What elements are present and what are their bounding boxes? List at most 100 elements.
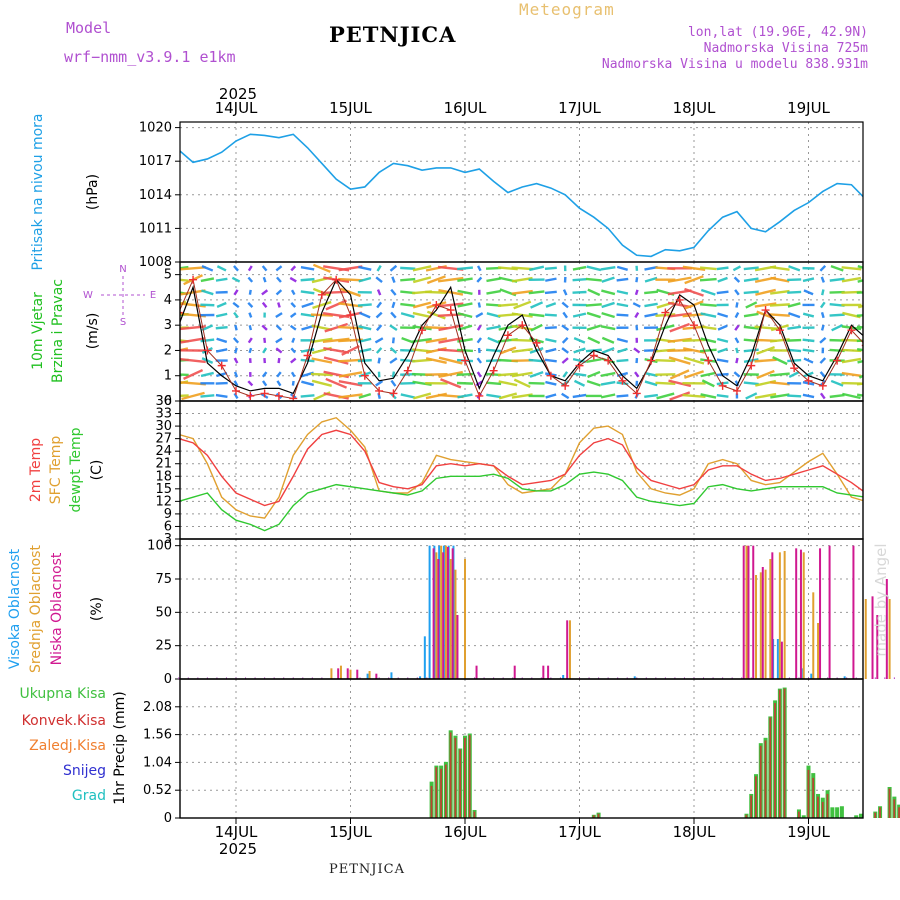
- wind-arrow: [644, 371, 658, 378]
- precip-conv-bar: [454, 737, 457, 818]
- wind-arrow: [389, 324, 398, 332]
- wind-arrow: [735, 302, 739, 308]
- wind-arrow: [802, 348, 815, 353]
- ylabel-dewpt: dewpt Temp: [68, 427, 84, 512]
- y-tick-label: 24: [155, 444, 172, 459]
- wind-arrow: [476, 371, 482, 378]
- precip-conv-bar: [459, 749, 462, 818]
- ylabel-cloud-high: Visoka Oblacnost: [7, 548, 23, 669]
- wind-arrow: [497, 302, 518, 307]
- wind-arrow: [544, 358, 557, 363]
- cloud-mid-bars: [330, 545, 891, 679]
- ylabel-temp-unit: (C): [89, 460, 105, 481]
- wind-arrow: [889, 279, 900, 281]
- wind-arrow: [820, 311, 825, 319]
- wind-arrow: [586, 358, 602, 364]
- gust-marker: [833, 356, 842, 365]
- x-tick-label-bottom: 17JUL: [558, 823, 601, 841]
- gust-marker: [274, 391, 283, 400]
- wind-arrow: [572, 357, 587, 364]
- wind-arrow: [545, 347, 557, 353]
- wind-arrow: [438, 356, 463, 365]
- wind-arrow: [754, 325, 777, 330]
- ylabel-pressure-unit: (hPa): [85, 174, 101, 210]
- wind-arrow: [233, 311, 239, 319]
- wind-arrow: [802, 277, 815, 283]
- gust-marker: [189, 275, 198, 284]
- wind-arrow: [290, 347, 297, 354]
- wind-arrow: [498, 380, 518, 387]
- gust-marker: [203, 346, 212, 355]
- precip-conv-bar: [774, 703, 776, 818]
- y-tick-label: 9: [164, 507, 172, 522]
- wind-arrow: [841, 266, 862, 271]
- wind-arrow: [831, 324, 844, 332]
- gust-marker: [346, 311, 355, 320]
- wind-arrow: [787, 325, 802, 330]
- gust-marker: [475, 391, 484, 400]
- wind-arrow: [787, 394, 802, 398]
- precip-total-bar: [830, 807, 835, 818]
- wind-arrow: [457, 302, 473, 308]
- wind-arrow: [233, 380, 239, 387]
- wind-arrow: [216, 301, 227, 309]
- wind-arrow: [511, 371, 533, 378]
- wind-arrow: [644, 393, 658, 398]
- wind-arrow: [716, 393, 729, 398]
- wind-arrow: [802, 393, 815, 399]
- gust-marker: [747, 361, 756, 370]
- wind-arrow: [586, 324, 601, 331]
- panel-frame: [179, 121, 864, 263]
- wind-arrow: [600, 380, 616, 386]
- wind-arrow: [358, 265, 372, 271]
- y-tick-label: 15: [155, 482, 172, 497]
- cloud-low-bar: [566, 620, 569, 679]
- ylabel-pressure: Pritisak na nivou mora: [30, 113, 46, 270]
- cloud-low-bar: [819, 548, 822, 679]
- cloud-mid-bar: [435, 552, 438, 679]
- wind-arrow: [358, 325, 372, 331]
- wind-arrow: [438, 370, 464, 379]
- panel-frame: [179, 678, 864, 819]
- wind-arrow: [634, 371, 640, 378]
- gust-marker: [246, 391, 255, 400]
- gust-marker: [604, 356, 613, 365]
- wind-arrow: [841, 371, 862, 378]
- y-tick-label: 0: [164, 394, 172, 409]
- wind-arrow: [530, 301, 544, 309]
- y-tick-label: 3: [164, 532, 172, 547]
- wind-arrow: [858, 374, 863, 379]
- cloud-mid-bar: [449, 559, 452, 679]
- wind-arrow: [561, 357, 569, 364]
- compass-cross: [101, 276, 145, 316]
- wind-arrow: [743, 266, 759, 271]
- wind-arrow: [819, 264, 827, 272]
- wind-arrow: [616, 358, 629, 363]
- precip-total-bar: [858, 813, 863, 818]
- wind-arrow: [700, 337, 717, 344]
- wind-arrow: [829, 277, 845, 282]
- gust-marker: [289, 394, 298, 401]
- y-tick-label: 0.52: [143, 783, 172, 798]
- y-tick-label: 50: [155, 605, 172, 620]
- wind-arrow: [769, 338, 790, 343]
- wind-arrow: [770, 276, 790, 283]
- wind-arrow: [873, 395, 887, 396]
- cloud-low-bar: [780, 641, 783, 679]
- wind-arrow: [215, 312, 228, 318]
- wind-arrow: [616, 302, 629, 308]
- wind-arrow: [456, 381, 474, 385]
- wind-arrow: [201, 264, 214, 272]
- cloud-low-bar: [542, 665, 545, 679]
- wind-arrow: [323, 346, 350, 354]
- wind-arrow: [561, 336, 569, 344]
- gust-marker: [518, 321, 527, 330]
- precip-conv-bar: [888, 788, 891, 818]
- gust-marker: [403, 366, 412, 375]
- wind-arrow: [486, 393, 502, 399]
- model-label: Model: [66, 19, 112, 37]
- wind-arrow: [699, 277, 717, 282]
- wind-arrow: [544, 290, 557, 295]
- x-tick-label-bottom: 18JUL: [673, 823, 716, 841]
- cloud-high-bar: [428, 545, 431, 679]
